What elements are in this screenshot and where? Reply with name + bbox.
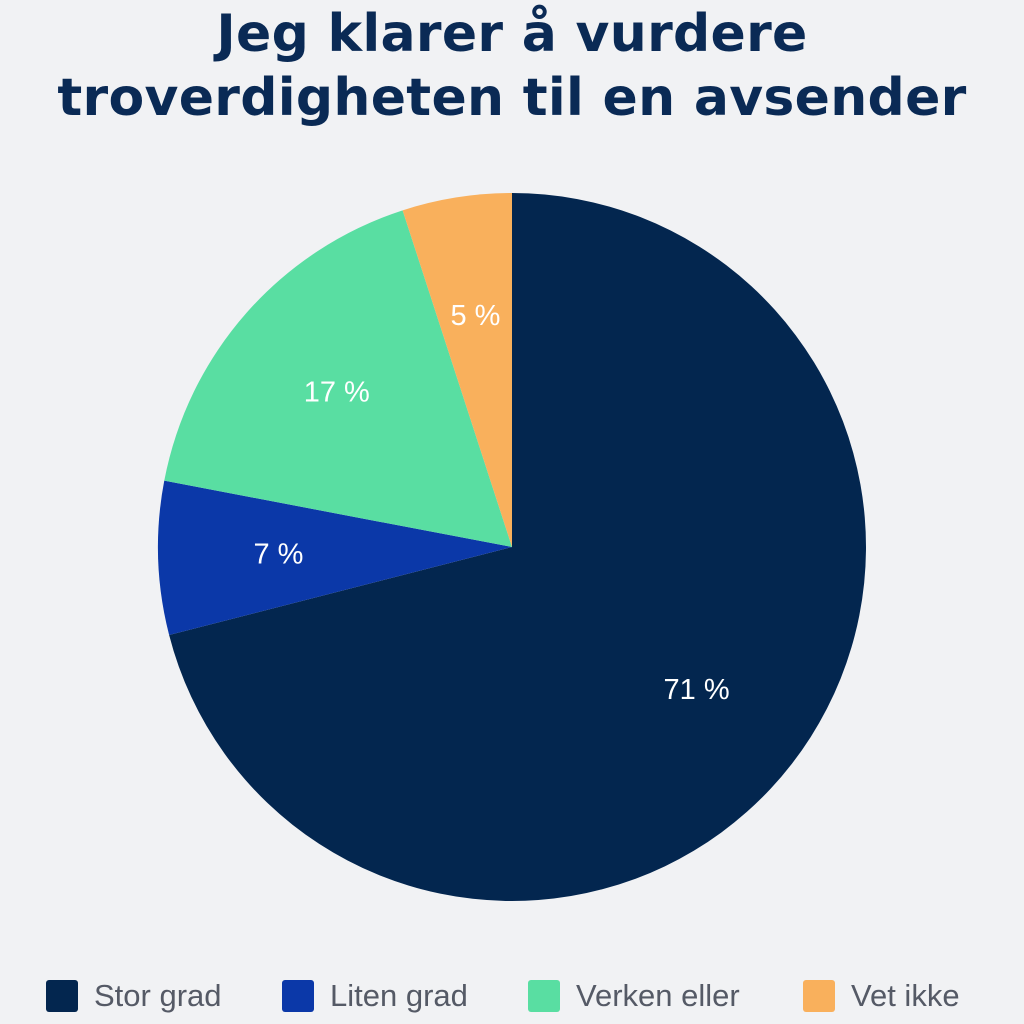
legend-label: Vet ikke [851, 978, 960, 1013]
pie-slice-liten-grad[interactable] [158, 480, 512, 636]
pie-labels: 71 % 7 % 17 % 5 % [253, 300, 729, 706]
legend-item-verken-eller[interactable]: Verken eller [528, 972, 740, 1020]
pie-slice-verken-eller[interactable] [164, 210, 512, 547]
slice-label-liten-grad: 7 % [253, 538, 303, 570]
legend: Stor grad Liten grad Verken eller Vet ik… [0, 972, 1024, 1020]
slice-label-stor-grad: 71 % [664, 674, 730, 706]
legend-label: Verken eller [576, 978, 740, 1013]
legend-item-liten-grad[interactable]: Liten grad [282, 972, 468, 1020]
legend-item-stor-grad[interactable]: Stor grad [46, 972, 222, 1020]
legend-swatch [46, 980, 78, 1012]
chart-title-line-2: troverdigheten til en avsender [57, 68, 967, 128]
chart-title-line-1: Jeg klarer å vurdere [216, 4, 808, 64]
legend-label: Stor grad [94, 978, 222, 1013]
legend-swatch [282, 980, 314, 1012]
pie-slice-stor-grad[interactable] [169, 193, 866, 901]
legend-swatch [803, 980, 835, 1012]
slice-label-vet-ikke: 5 % [450, 300, 500, 332]
pie-slice-vet-ikke[interactable] [402, 193, 512, 547]
legend-swatch [528, 980, 560, 1012]
legend-label: Liten grad [330, 978, 468, 1013]
chart-title: Jeg klarer å vurdere troverdigheten til … [0, 0, 1024, 130]
pie-slices [158, 193, 866, 901]
slice-label-verken-eller: 17 % [304, 376, 370, 408]
legend-item-vet-ikke[interactable]: Vet ikke [803, 972, 960, 1020]
